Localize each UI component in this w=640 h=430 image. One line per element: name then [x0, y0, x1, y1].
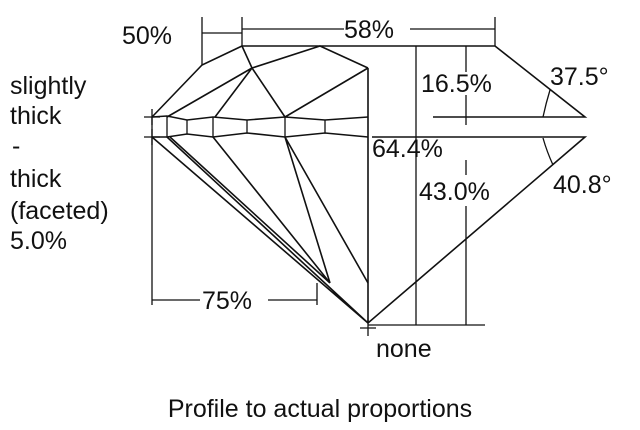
caption: Profile to actual proportions: [168, 395, 472, 423]
total-depth-label: 64.4%: [372, 135, 443, 163]
crown-angle-label: 37.5°: [550, 63, 609, 91]
crown-height-label: 50%: [122, 22, 172, 50]
girdle-label-1: slightly: [10, 72, 87, 100]
facet-diagram: [151, 45, 369, 324]
lower-half-label: 75%: [202, 287, 252, 315]
girdle-label-3: -: [12, 132, 20, 160]
table-label: 58%: [344, 16, 394, 44]
pavilion-angle-label: 40.8°: [553, 171, 612, 199]
culet-label: none: [376, 335, 432, 363]
girdle-label-4: thick: [10, 165, 62, 193]
pavilion-depth-label: 43.0%: [419, 178, 490, 206]
girdle-label-6: 5.0%: [10, 227, 67, 255]
profile-outline: [242, 45, 588, 324]
crown-depth-label: 16.5%: [421, 70, 492, 98]
girdle-label-5: (faceted): [10, 197, 109, 225]
girdle-label-2: thick: [10, 102, 62, 130]
